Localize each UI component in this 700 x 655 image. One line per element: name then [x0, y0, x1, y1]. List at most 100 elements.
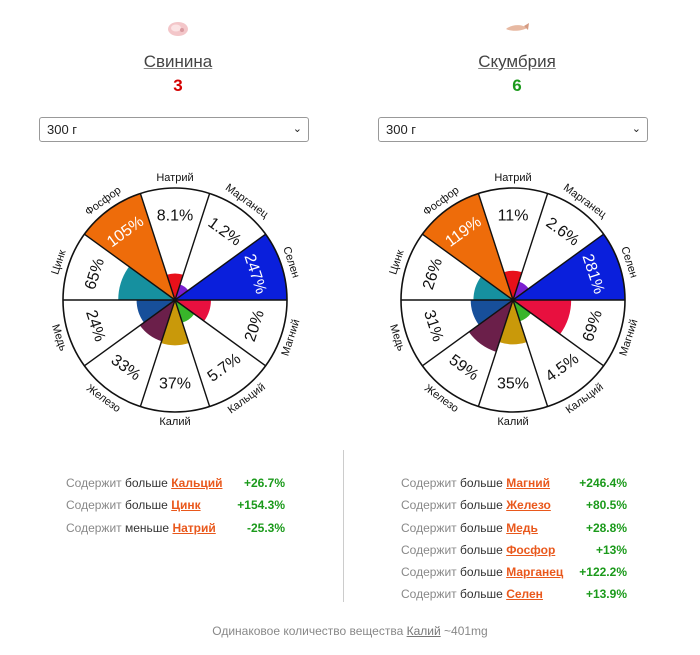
nutrient-link[interactable]: Марганец: [506, 565, 564, 580]
slice-6: [499, 300, 527, 345]
slice-4: [175, 300, 211, 322]
slice-value-label: 26%: [420, 256, 446, 292]
comparison-row: Содержит больше Фосфор +13%: [401, 539, 627, 561]
spoke-line: [512, 299, 605, 367]
footer-nutrient-link[interactable]: Калий: [406, 624, 441, 638]
slice-3: [175, 234, 287, 300]
chevron-down-icon: ⌄: [292, 123, 302, 135]
nutrient-link[interactable]: Кальций: [171, 476, 223, 490]
portion-select-value: 300 г: [386, 122, 417, 137]
portion-select[interactable]: 300 г ⌄: [39, 117, 309, 142]
pork-meat-icon: [168, 22, 188, 36]
comparison-percent: +13.9%: [585, 587, 627, 602]
nutrient-link[interactable]: Селен: [506, 587, 543, 602]
footer-amount: ~401mg: [444, 624, 488, 638]
spoke-line: [477, 193, 514, 301]
nutrient-name-label: Магний: [617, 318, 640, 358]
nutrient-name-label: Железо: [422, 382, 461, 415]
comparison-lead: Содержит: [66, 476, 122, 490]
slice-value-label: 33%: [108, 352, 144, 385]
slice-2: [513, 281, 529, 300]
spoke-line: [174, 233, 267, 301]
slice-1: [503, 270, 523, 300]
comparison-verb: больше: [125, 498, 168, 513]
comparison-percent: +28.8%: [585, 520, 627, 535]
nutrient-name-label: Калий: [159, 416, 190, 428]
slice-1: [166, 273, 184, 300]
slice-value-label: 20%: [242, 308, 268, 344]
comparison-lead: Содержит: [401, 542, 457, 557]
spoke-line: [421, 299, 514, 367]
food-name-link[interactable]: Свинина: [143, 52, 213, 71]
spoke-line: [139, 299, 176, 407]
nutrient-link[interactable]: Магний: [506, 476, 551, 490]
comparison-row: Содержит больше Кальций +26.7%: [66, 472, 285, 494]
nutrient-link[interactable]: Натрий: [172, 520, 216, 535]
food-score: 3: [173, 76, 183, 95]
comparison-percent: +80.5%: [585, 498, 627, 513]
nutrient-name-label: Калий: [497, 416, 528, 428]
comparison-percent: +26.7%: [243, 476, 285, 490]
slice-7: [139, 300, 175, 342]
nutrient-name-label: Цинк: [49, 248, 68, 276]
slice-value-label: 2.6%: [543, 214, 582, 249]
comparison-row: Содержит больше Магний +246.4%: [401, 472, 627, 494]
comparison-lead: Содержит: [401, 520, 457, 535]
spoke-line: [139, 193, 176, 301]
spoke-line: [83, 233, 176, 301]
comparison-percent: +154.3%: [237, 498, 285, 513]
comparison-lead: Содержит: [66, 520, 122, 535]
slice-10: [84, 193, 175, 300]
footer-note: Одинаковое количество вещества Калий ~40…: [0, 624, 700, 638]
spoke-line: [174, 299, 211, 407]
comparison-row: Содержит больше Железо +80.5%: [401, 494, 627, 516]
nutrient-link[interactable]: Фосфор: [506, 542, 556, 557]
nutrient-link[interactable]: Медь: [506, 520, 538, 535]
nutrient-link[interactable]: Железо: [506, 498, 551, 513]
column-divider: [343, 450, 344, 602]
comparison-lead: Содержит: [66, 498, 122, 513]
spoke-line: [174, 193, 211, 301]
slice-value-label: 4.5%: [543, 350, 582, 385]
comparison-row: Содержит больше Медь +28.8%: [401, 517, 627, 539]
slice-7: [468, 300, 513, 352]
food-score: 6: [512, 76, 522, 95]
comparison-verb: больше: [460, 587, 503, 602]
comparison-verb: меньше: [125, 520, 170, 535]
slice-2: [175, 284, 189, 300]
slice-value-label: 37%: [159, 376, 191, 393]
nutrient-name-label: Натрий: [156, 172, 193, 184]
comparison-percent: +246.4%: [579, 476, 627, 490]
slice-8: [470, 300, 513, 325]
comparison-percent: -25.3%: [246, 520, 285, 535]
spoke-line: [512, 193, 549, 301]
comparison-verb: больше: [125, 476, 168, 490]
portion-select[interactable]: 300 г ⌄: [378, 117, 648, 142]
food-name-link[interactable]: Скумбрия: [478, 52, 556, 71]
slice-5: [175, 300, 195, 323]
slice-value-label: 24%: [82, 308, 108, 344]
fish-icon: [506, 23, 529, 31]
spoke-line: [83, 299, 176, 367]
comparison-verb: больше: [460, 565, 503, 580]
nutrient-name-label: Марганец: [561, 182, 609, 221]
comparison-lead: Содержит: [401, 476, 457, 490]
chevron-down-icon: ⌄: [631, 123, 641, 135]
comparison-verb: больше: [460, 498, 503, 513]
slice-4: [513, 300, 572, 335]
comparison-verb: больше: [460, 476, 503, 490]
slice-value-label: 8.1%: [157, 208, 193, 225]
comparison-percent: +13%: [595, 542, 627, 557]
slice-3: [513, 234, 625, 300]
comparison-verb: больше: [460, 520, 503, 535]
spoke-line: [512, 299, 549, 407]
slice-9: [118, 266, 175, 300]
comparison-list-right: Содержит больше Магний +246.4% Содержит …: [401, 472, 627, 606]
slice-value-label: 31%: [420, 308, 446, 344]
slice-10: [422, 193, 513, 300]
nutrient-link[interactable]: Цинк: [171, 498, 201, 513]
slice-value-label: 69%: [580, 308, 606, 344]
slice-value-label: 59%: [446, 352, 482, 385]
nutrient-name-label: Магний: [279, 318, 302, 358]
